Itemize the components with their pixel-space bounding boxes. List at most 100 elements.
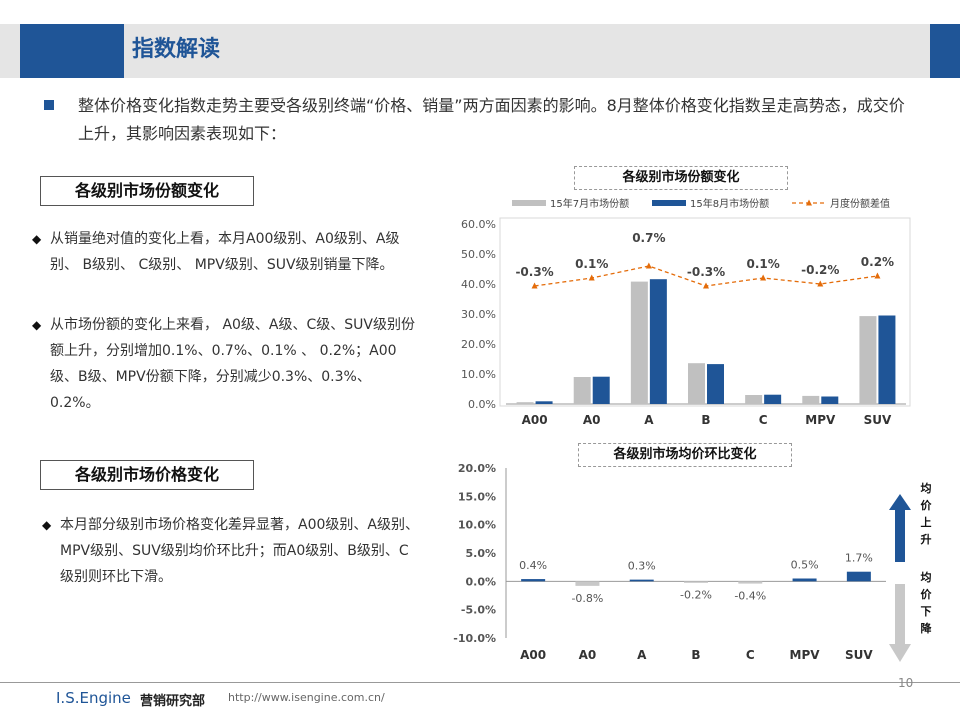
- y-tick-label: 15.0%: [458, 490, 496, 503]
- square-bullet-icon: [44, 100, 54, 110]
- bar-jul: [688, 363, 705, 404]
- diff-point: [760, 274, 767, 281]
- arrow-up-label: 价: [921, 499, 933, 512]
- x-tick-label: SUV: [845, 648, 873, 662]
- diamond-bullet-icon: ◆: [32, 318, 42, 332]
- arrow-down-label: 均: [921, 570, 932, 584]
- x-tick-label: A: [637, 648, 647, 662]
- y-tick-label: 20.0%: [461, 338, 496, 351]
- y-tick-label: 0.0%: [465, 575, 496, 588]
- header-band: [0, 24, 960, 78]
- diff-point: [531, 282, 538, 289]
- x-tick-label: A00: [522, 413, 548, 427]
- arrow-down-label: 下: [921, 605, 932, 618]
- diff-data-label: -0.2%: [801, 263, 839, 277]
- price-data-label: -0.2%: [680, 588, 712, 601]
- footer-brand: I.S.Engine: [56, 689, 131, 707]
- bar-aug: [535, 401, 553, 404]
- share-bullet-2: 从市场份额的变化上来看， A0级、A级、C级、SUV级别份额上升，分别增加0.1…: [50, 317, 415, 411]
- legend-label: 15年7月市场份额: [550, 197, 629, 210]
- bar-aug: [878, 315, 896, 404]
- bar-jul: [630, 281, 648, 404]
- x-tick-label: B: [691, 648, 700, 662]
- arrow-up-label: 升: [921, 532, 932, 546]
- price-bullet-1: 本月部分级别市场价格变化差异显著，A00级别、A级别、MPV级别、SUV级别均价…: [60, 517, 419, 585]
- chart-title-price: 各级别市场均价环比变化: [578, 443, 792, 467]
- price-bar: [792, 578, 817, 582]
- diff-data-label: 0.7%: [632, 231, 665, 245]
- diff-point: [874, 272, 881, 279]
- share-bullet-1: 从销量绝对值的变化上看，本月A00级别、A0级别、A级别、 B级别、 C级别、 …: [50, 231, 400, 273]
- section-title-price: 各级别市场价格变化: [40, 460, 254, 490]
- bar-aug: [764, 394, 782, 404]
- bar-aug: [649, 279, 667, 404]
- bar-jul: [516, 402, 534, 404]
- chart-title-share: 各级别市场份额变化: [574, 166, 788, 190]
- price-data-label: 0.5%: [791, 559, 819, 572]
- legend-marker: [806, 199, 812, 206]
- market-share-chart: 60.0% 50.0% 40.0% 30.0% 20.0% 10.0% 0.0% A00 -0.…: [461, 197, 911, 427]
- x-tick-label: A0: [579, 648, 597, 662]
- y-tick-label: 20.0%: [458, 462, 496, 475]
- price-change-chart: 20.0%15.0%10.0%5.0%0.0%-5.0%-10.0%0.4%A0…: [453, 462, 933, 662]
- x-tick-label: B: [701, 413, 710, 427]
- x-tick-label: C: [746, 648, 755, 662]
- x-tick-label: MPV: [805, 413, 836, 427]
- legend-label: 月度份额差值: [830, 197, 890, 210]
- y-tick-label: 50.0%: [461, 248, 496, 261]
- bar-jul: [745, 395, 763, 404]
- price-bar: [629, 579, 654, 582]
- page-number: 10: [898, 676, 914, 690]
- price-data-label: 0.3%: [628, 560, 656, 573]
- up-arrow-icon: [889, 494, 911, 510]
- bar-aug: [707, 364, 724, 404]
- legend-swatch: [512, 200, 546, 206]
- diff-data-label: 0.2%: [861, 255, 894, 269]
- y-tick-label: 40.0%: [461, 278, 496, 291]
- price-data-label: -0.4%: [734, 590, 766, 603]
- price-bar: [684, 581, 708, 583]
- page-title: 指数解读: [132, 37, 221, 62]
- y-tick-label: 30.0%: [461, 308, 496, 321]
- x-tick-label: MPV: [790, 648, 821, 662]
- down-arrow-icon: [889, 644, 911, 662]
- section-title-share: 各级别市场份额变化: [40, 176, 254, 206]
- bar-jul: [859, 316, 877, 404]
- legend-swatch: [652, 200, 686, 206]
- diff-data-label: -0.3%: [515, 265, 553, 279]
- price-data-label: 0.4%: [519, 559, 547, 572]
- intro-text: 整体价格变化指数走势主要受各级别终端“价格、销量”两方面因素的影响。8月整体价格…: [78, 96, 905, 143]
- x-tick-label: SUV: [864, 413, 892, 427]
- diff-data-label: -0.3%: [687, 265, 725, 279]
- diff-point: [645, 262, 652, 269]
- x-tick-label: A00: [520, 648, 546, 662]
- y-tick-label: -10.0%: [453, 632, 496, 645]
- arrow-down-label: 价: [921, 588, 933, 601]
- header-accent-right: [930, 24, 960, 78]
- arrow-up-label: 上: [921, 515, 932, 529]
- price-bar: [738, 581, 763, 584]
- y-tick-label: -5.0%: [461, 604, 496, 617]
- diamond-bullet-icon: ◆: [32, 232, 42, 246]
- arrow-up-label: 均: [921, 481, 932, 495]
- price-bar: [846, 571, 871, 582]
- y-tick-label: 0.0%: [468, 398, 496, 411]
- header-accent-left: [20, 24, 124, 78]
- diff-point: [703, 282, 709, 289]
- price-data-label: 1.7%: [845, 552, 873, 565]
- x-tick-label: C: [759, 413, 768, 427]
- diamond-bullet-icon: ◆: [42, 518, 52, 532]
- footer-department: 营销研究部: [140, 694, 206, 709]
- y-tick-label: 5.0%: [465, 547, 496, 560]
- price-bar: [521, 579, 546, 582]
- diff-data-label: 0.1%: [747, 257, 780, 271]
- bar-jul: [573, 377, 591, 404]
- price-bar: [575, 581, 600, 586]
- price-data-label: -0.8%: [571, 592, 603, 605]
- bar-jul: [802, 395, 820, 404]
- x-tick-label: A: [644, 413, 654, 427]
- footer-url[interactable]: http://www.isengine.com.cn/: [228, 691, 385, 704]
- up-arrow-shaft: [895, 508, 905, 562]
- diff-point: [588, 274, 595, 281]
- bar-aug: [821, 396, 839, 404]
